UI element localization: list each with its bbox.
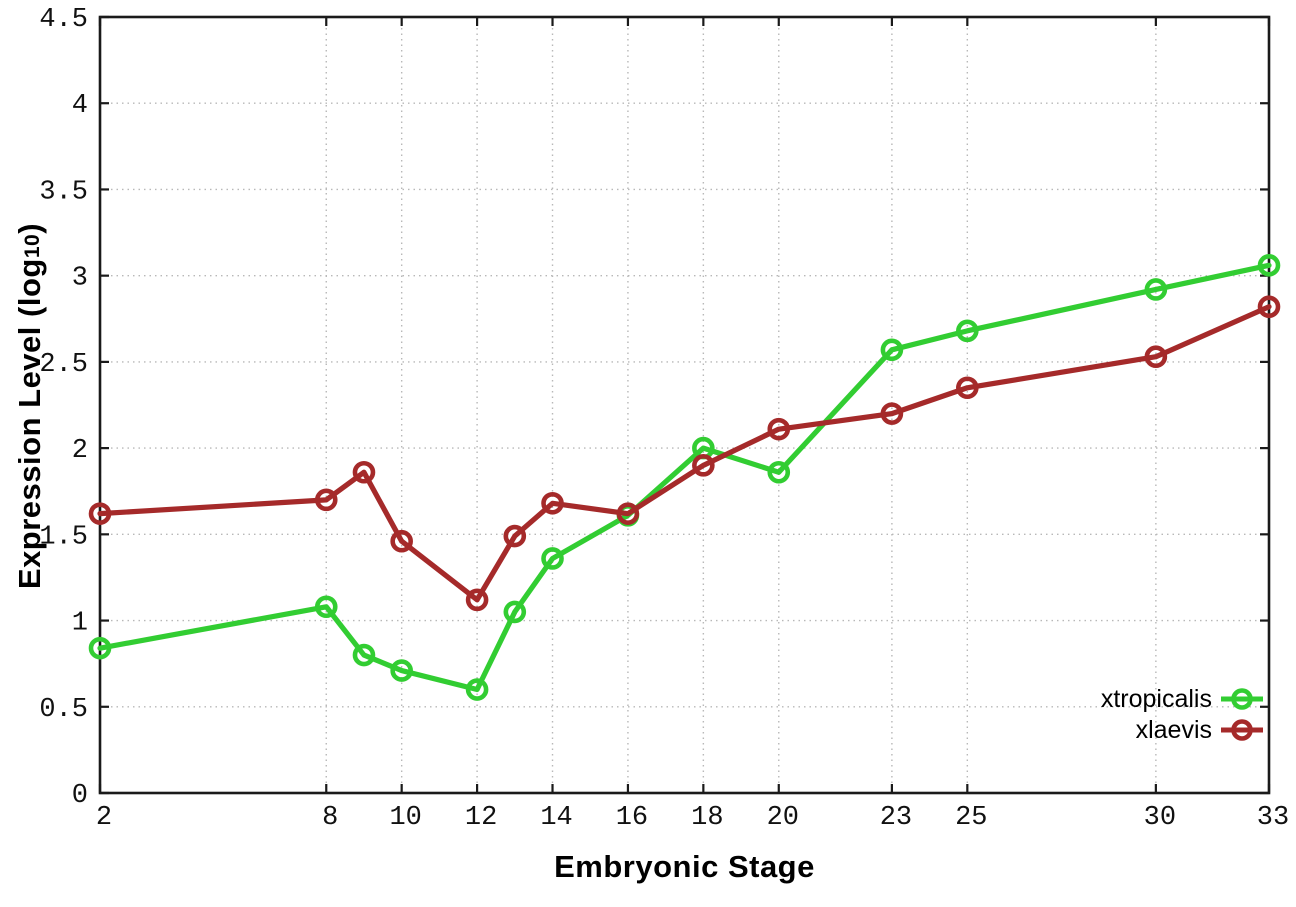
data-point-marker-xlaevis	[503, 524, 527, 548]
legend-label: xtropicalis	[1100, 684, 1212, 713]
y-tick-label: 2.5	[39, 350, 88, 380]
data-point-marker-xtropicalis	[465, 678, 489, 701]
data-point-marker-xtropicalis	[352, 643, 376, 667]
data-point-marker-xlaevis	[390, 529, 413, 553]
x-tick-label: 23	[880, 803, 912, 833]
data-point-marker-xlaevis	[314, 488, 338, 512]
x-tick-label: 30	[1144, 803, 1176, 833]
data-point-marker-xlaevis	[1257, 295, 1281, 319]
x-tick-label: 8	[322, 803, 338, 833]
x-tick-label: 25	[955, 803, 987, 833]
data-point-marker-xtropicalis	[314, 595, 338, 619]
y-axis-title: Expression Level (log 10)	[12, 222, 47, 590]
data-point-marker-xlaevis	[88, 502, 112, 525]
x-tick-label: 14	[540, 803, 572, 833]
y-tick-label: 3	[72, 264, 88, 294]
x-axis-title: Embryonic Stage	[554, 849, 815, 884]
data-point-marker-xlaevis	[692, 454, 715, 477]
data-point-marker-xtropicalis	[1144, 278, 1168, 301]
data-point-marker-xlaevis	[352, 460, 376, 484]
data-point-marker-xtropicalis	[1257, 254, 1281, 277]
data-point-marker-xtropicalis	[956, 319, 979, 343]
data-point-marker-xtropicalis	[880, 338, 904, 362]
legend-entry-xtropicalis: xtropicalis	[1101, 684, 1263, 714]
data-point-marker-xtropicalis	[541, 547, 564, 570]
y-axis-title-text: Expression Level (log	[12, 258, 47, 590]
data-point-marker-xtropicalis	[88, 636, 112, 660]
x-tick-label: 33	[1257, 803, 1289, 833]
data-point-marker-xlaevis	[541, 491, 564, 515]
legend-marker-xtropicalis	[1221, 688, 1263, 710]
data-point-marker-xlaevis	[616, 502, 640, 525]
y-axis-title-subscript: 10	[20, 233, 44, 259]
plot-border	[98, 15, 1271, 795]
y-tick-label: 4	[72, 91, 88, 121]
y-tick-label: 4.5	[39, 5, 88, 35]
x-tick-label: 20	[767, 803, 799, 833]
data-point-marker-xlaevis	[880, 402, 904, 425]
x-tick-label: 2	[96, 803, 112, 833]
y-tick-label: 3.5	[39, 177, 88, 207]
data-point-marker-xlaevis	[1144, 345, 1168, 369]
legend-entry-xlaevis: xlaevis	[1101, 715, 1263, 745]
x-tick-label: 16	[616, 803, 648, 833]
series-line-xlaevis	[97, 304, 1272, 603]
y-tick-label: 1	[72, 609, 88, 639]
x-tick-label: 18	[691, 803, 723, 833]
data-point-marker-xtropicalis	[503, 600, 527, 624]
data-point-marker-xlaevis	[767, 417, 791, 441]
y-tick-label: 0	[72, 781, 88, 811]
y-tick-label: 2	[72, 436, 88, 466]
x-tick-label: 12	[465, 803, 497, 833]
legend-marker-xlaevis	[1221, 719, 1263, 741]
legend-label: xlaevis	[1135, 715, 1212, 744]
y-axis-title-suffix: )	[12, 222, 47, 234]
y-tick-label: 0.5	[39, 695, 88, 725]
data-point-marker-xtropicalis	[390, 659, 413, 682]
data-point-marker-xtropicalis	[767, 460, 791, 484]
legend: xtropicalis xlaevis	[1101, 684, 1263, 745]
data-point-marker-xlaevis	[956, 376, 979, 400]
data-point-marker-xlaevis	[465, 588, 489, 612]
y-tick-label: 1.5	[39, 522, 88, 552]
x-tick-label: 10	[389, 803, 421, 833]
